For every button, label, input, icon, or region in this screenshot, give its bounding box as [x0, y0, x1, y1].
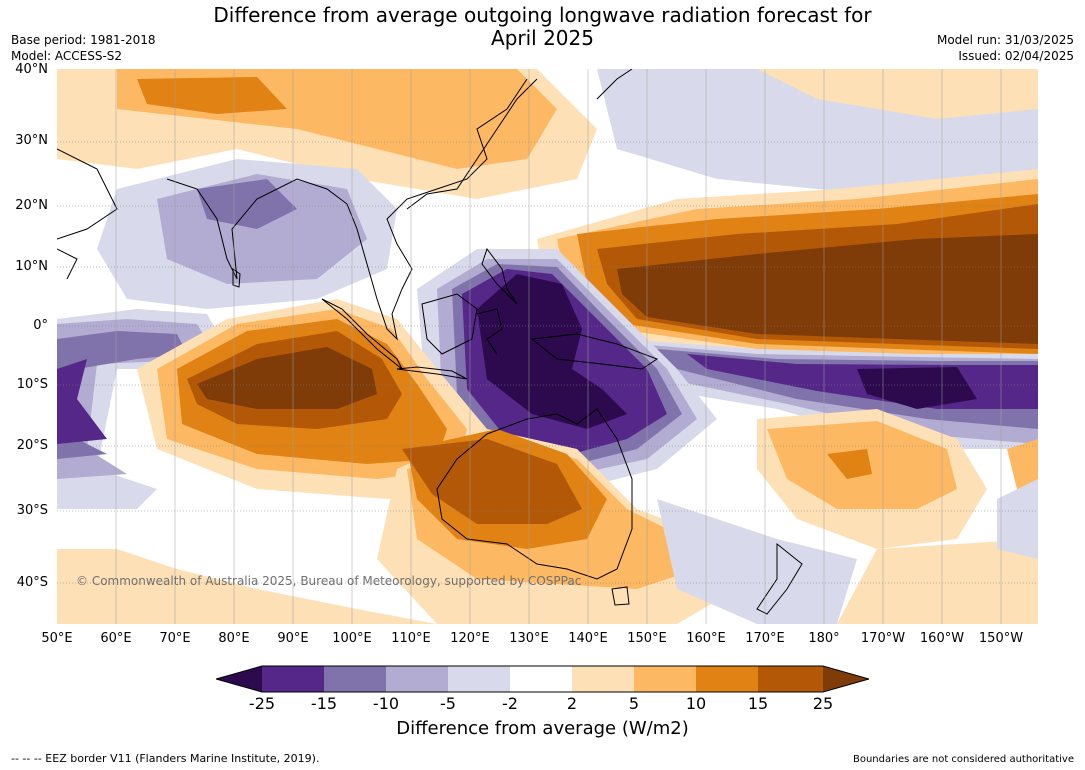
coast-philippines [481, 247, 518, 305]
lat-label-0: 0° [33, 318, 48, 333]
copyright-text: © Commonwealth of Australia 2025, Bureau… [76, 574, 582, 588]
colorbar-title: Difference from average (W/m2) [396, 718, 689, 739]
cb-label-2: -15 [310, 694, 338, 713]
coast-nz [756, 542, 803, 615]
cb-bin-5 [510, 666, 572, 692]
lon-label-140e: 140°E [568, 631, 608, 646]
lat-label-20n: 20°N [15, 198, 48, 213]
lon-label-160e: 160°E [686, 631, 726, 646]
cb-bin-9 [758, 666, 823, 692]
lon-label-150e: 150°E [627, 631, 667, 646]
map-svg [57, 69, 1038, 624]
cb-label-10: 25 [812, 694, 834, 713]
io-dark-brown [197, 347, 377, 409]
eez-note: -- -- -- EEZ border V11 (Flanders Marine… [11, 752, 320, 765]
lon-label-170w: 170°W [860, 631, 906, 646]
meta-left: Base period: 1981-2018 Model: ACCESS-S2 [11, 32, 156, 64]
cb-outline [216, 665, 869, 693]
cb-label-5: -2 [502, 694, 518, 713]
coast-australia [436, 408, 633, 580]
sepac-orange-strong [827, 449, 872, 479]
cb-label-1: -25 [248, 694, 276, 713]
cb-bin-2 [324, 666, 386, 692]
coast-java [396, 366, 468, 380]
lon-label-160w: 160°W [919, 631, 965, 646]
lat-label-30n: 30°N [15, 133, 48, 148]
chart-title: Difference from average outgoing longwav… [0, 4, 1085, 50]
cb-bin-6 [572, 666, 634, 692]
coast-borneo [421, 293, 478, 355]
coast-arabia [57, 148, 118, 240]
coast-africa [57, 248, 78, 280]
wio-purple-mid [57, 331, 187, 459]
meta-right: Model run: 31/03/2025 Issued: 02/04/2025 [937, 32, 1074, 64]
coast-japan [596, 69, 633, 100]
cb-label-6: 2 [566, 694, 578, 713]
se-orange [837, 539, 1038, 624]
issued-date: Issued: 02/04/2025 [958, 49, 1074, 63]
lon-label-170e: 170°E [745, 631, 785, 646]
lat-label-10n: 10°N [15, 259, 48, 274]
aus-brown [402, 439, 582, 524]
cb-extend-high [823, 666, 869, 692]
cb-label-7: 5 [628, 694, 640, 713]
cb-extend-low [216, 666, 262, 692]
lon-label-90e: 90°E [277, 631, 309, 646]
lon-label-120e: 120°E [450, 631, 490, 646]
lat-label-40n: 40°N [15, 62, 48, 77]
meridians [115, 69, 1002, 624]
lon-label-60e: 60°E [100, 631, 132, 646]
model-name: Model: ACCESS-S2 [11, 49, 123, 63]
lon-label-110e: 110°E [391, 631, 431, 646]
lon-label-180: 180° [808, 631, 840, 646]
band-ne-orange-light [757, 69, 1038, 119]
model-run: Model run: 31/03/2025 [936, 33, 1074, 47]
band-nw-orange-strong [137, 77, 287, 114]
lon-label-70e: 70°E [159, 631, 191, 646]
lon-label-50e: 50°E [41, 631, 73, 646]
coast-newguinea [530, 333, 659, 370]
sw-orange [57, 549, 437, 624]
cb-bin-3 [386, 666, 448, 692]
wio-purple-strong [57, 359, 107, 444]
south-lavender [657, 499, 857, 624]
lat-label-20s: 20°S [16, 438, 48, 453]
coast-srilanka [232, 268, 241, 288]
anomaly-map [57, 69, 1038, 624]
pacific-south-deep-purple [857, 367, 977, 409]
coast-tasmania [611, 586, 630, 606]
title-line-2: April 2025 [491, 26, 594, 50]
cb-bin-4 [448, 666, 510, 692]
coast-india [166, 178, 348, 280]
coast-sulawesi [476, 308, 503, 355]
base-period: Base period: 1981-2018 [11, 33, 156, 47]
lat-label-40s: 40°S [16, 575, 48, 590]
colorbar [216, 665, 869, 693]
cb-label-4: -5 [440, 694, 456, 713]
lon-label-150w: 150°W [978, 631, 1024, 646]
maritime-deep-purple [477, 274, 627, 429]
lat-label-30s: 30°S [16, 503, 48, 518]
coast-china [406, 78, 538, 210]
lon-label-130e: 130°E [509, 631, 549, 646]
cb-label-9: 15 [747, 694, 769, 713]
cb-label-8: 10 [685, 694, 707, 713]
cb-bin-8 [696, 666, 758, 692]
boundaries-note: Boundaries are not considered authoritat… [852, 754, 1074, 765]
lon-label-100e: 100°E [332, 631, 372, 646]
cb-label-3: -10 [372, 694, 400, 713]
lat-label-10s: 10°S [16, 377, 48, 392]
cb-bin-1 [262, 666, 324, 692]
se-lavender [997, 479, 1038, 559]
title-line-1: Difference from average outgoing longwav… [213, 3, 872, 27]
lon-label-80e: 80°E [218, 631, 250, 646]
coast-indochina [346, 78, 528, 341]
pacific-north-dark-brown [617, 234, 1038, 344]
cb-bin-7 [634, 666, 696, 692]
